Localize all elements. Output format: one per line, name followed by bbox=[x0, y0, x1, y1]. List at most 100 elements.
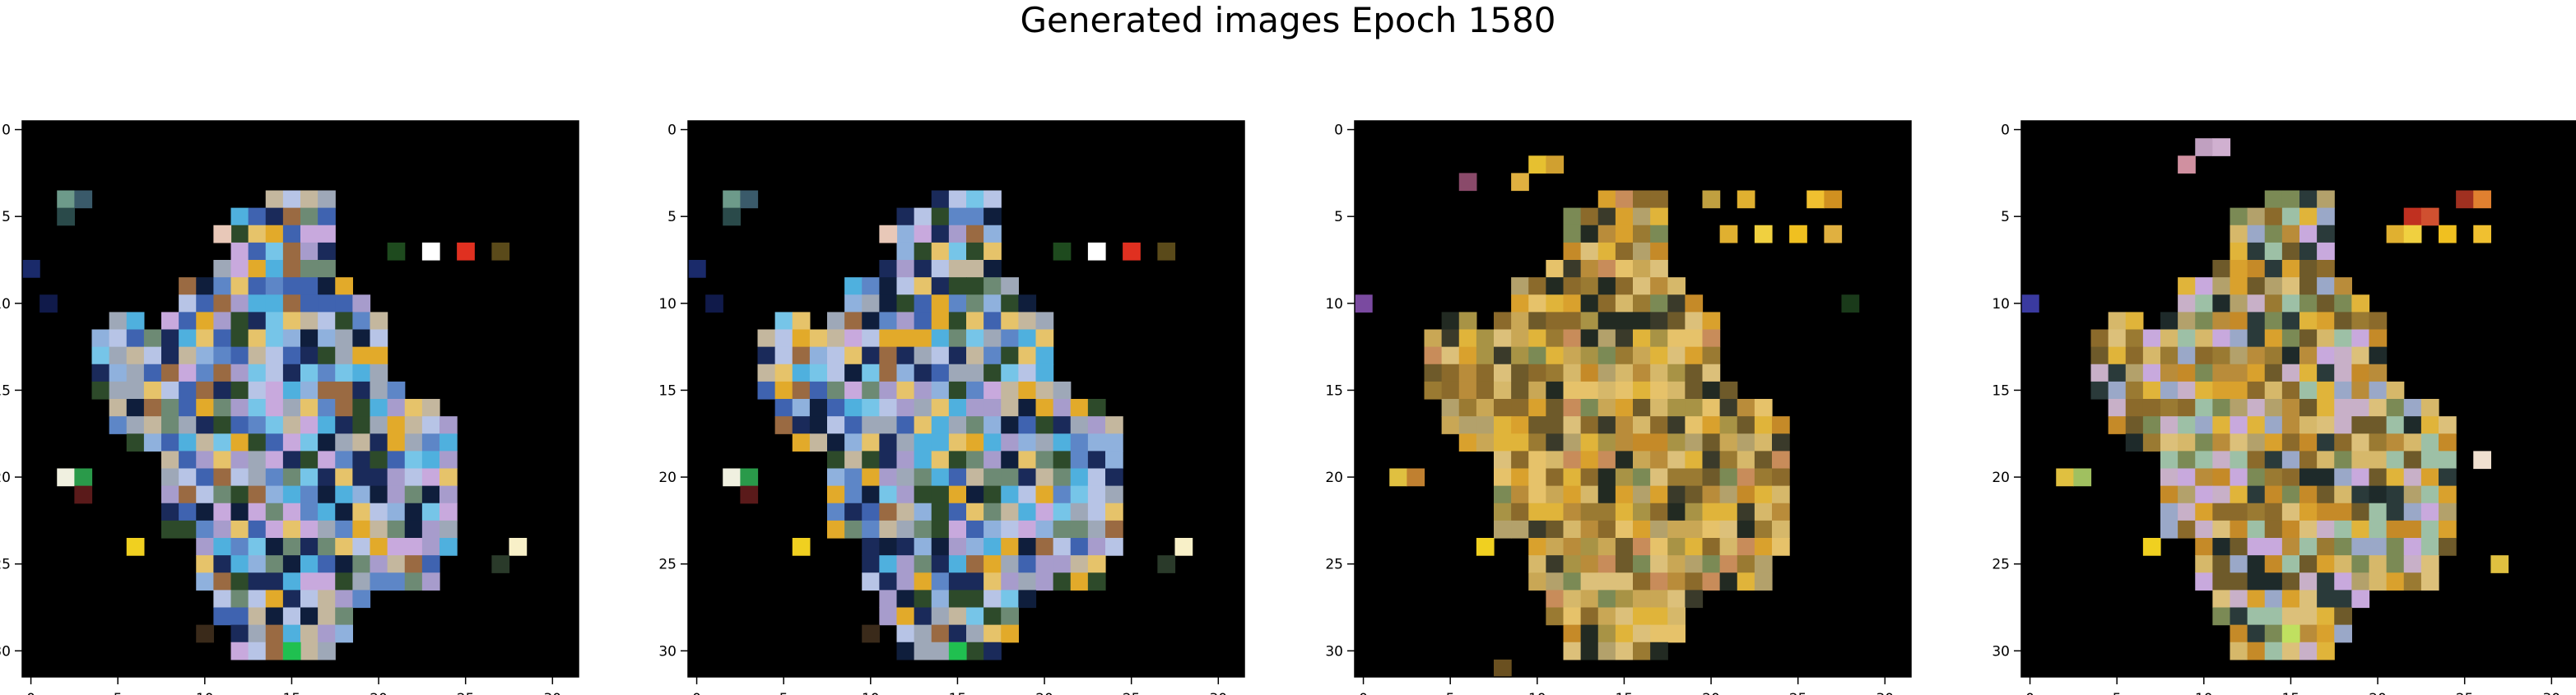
pixel bbox=[2334, 399, 2352, 417]
pixel bbox=[2281, 520, 2300, 539]
pixel bbox=[1650, 364, 1668, 382]
pixel bbox=[1615, 207, 1634, 226]
pixel bbox=[352, 538, 371, 556]
pixel bbox=[1018, 451, 1037, 470]
pixel bbox=[896, 590, 915, 609]
pixel bbox=[335, 520, 353, 539]
pixel bbox=[1018, 555, 1037, 573]
pixel bbox=[421, 468, 440, 487]
pixel bbox=[179, 503, 197, 521]
pixel bbox=[2420, 555, 2439, 573]
pixel bbox=[931, 572, 950, 591]
pixel bbox=[265, 260, 284, 278]
pixel bbox=[1719, 572, 1738, 591]
pixel bbox=[1511, 399, 1529, 417]
pixel bbox=[1615, 364, 1634, 382]
y-tick-label: 10 bbox=[1992, 296, 2010, 313]
pixel bbox=[1053, 485, 1072, 504]
pixel bbox=[179, 399, 197, 417]
pixel bbox=[213, 538, 232, 556]
pixel bbox=[896, 538, 915, 556]
pixel bbox=[1001, 312, 1019, 331]
pixel bbox=[2317, 329, 2335, 348]
pixel bbox=[161, 312, 179, 331]
pixel bbox=[914, 433, 932, 452]
pixel bbox=[792, 364, 811, 382]
pixel bbox=[335, 607, 353, 626]
x-tick-label: 25 bbox=[1123, 691, 1141, 695]
pixel bbox=[1407, 468, 1425, 487]
x-tick-label: 5 bbox=[114, 691, 123, 695]
pixel bbox=[2281, 225, 2300, 243]
pixel bbox=[126, 399, 145, 417]
pixel bbox=[792, 312, 811, 331]
pixel bbox=[740, 468, 759, 487]
pixel bbox=[2264, 364, 2283, 382]
pixel bbox=[439, 468, 458, 487]
pixel bbox=[2281, 260, 2300, 278]
pixel bbox=[1685, 433, 1704, 452]
pixel bbox=[827, 503, 845, 521]
pixel bbox=[2142, 346, 2161, 365]
pixel bbox=[2247, 642, 2266, 660]
pixel bbox=[1633, 399, 1651, 417]
pixel bbox=[931, 312, 950, 331]
pixel bbox=[2351, 503, 2370, 521]
pixel bbox=[862, 416, 880, 434]
pixel bbox=[1528, 277, 1546, 295]
pixel bbox=[1528, 381, 1546, 400]
pixel bbox=[1424, 381, 1443, 400]
pixel bbox=[2264, 555, 2283, 573]
pixel bbox=[1667, 416, 1686, 434]
pixel bbox=[265, 329, 284, 348]
pixel bbox=[1476, 364, 1495, 382]
pixel bbox=[1650, 485, 1668, 504]
pixel bbox=[2264, 624, 2283, 643]
pixel bbox=[1001, 555, 1019, 573]
pixel bbox=[109, 329, 128, 348]
pixel bbox=[1563, 294, 1582, 313]
pixel bbox=[2334, 294, 2352, 313]
pixel bbox=[966, 451, 984, 470]
pixel bbox=[2369, 399, 2388, 417]
pixel bbox=[1685, 329, 1704, 348]
pixel bbox=[1667, 277, 1686, 295]
pixel bbox=[966, 242, 984, 261]
pixel bbox=[1737, 520, 1755, 539]
pixel bbox=[2317, 242, 2335, 261]
pixel bbox=[948, 190, 967, 209]
pixel bbox=[1597, 433, 1616, 452]
pixel bbox=[109, 381, 128, 400]
pixel bbox=[439, 538, 458, 556]
pixel bbox=[2264, 433, 2283, 452]
pixel bbox=[844, 503, 863, 521]
pixel bbox=[966, 624, 984, 643]
pixel bbox=[914, 572, 932, 591]
pixel bbox=[318, 260, 336, 278]
pixel bbox=[1597, 381, 1616, 400]
pixel bbox=[248, 433, 267, 452]
pixel bbox=[2264, 242, 2283, 261]
pixel bbox=[948, 260, 967, 278]
pixel bbox=[774, 312, 793, 331]
pixel bbox=[1105, 451, 1123, 470]
pixel bbox=[2386, 381, 2405, 400]
pixel bbox=[2420, 451, 2439, 470]
pixel bbox=[2351, 399, 2370, 417]
pixel bbox=[1702, 346, 1721, 365]
pixel bbox=[2299, 538, 2318, 556]
pixel bbox=[1719, 503, 1738, 521]
pixel bbox=[161, 346, 179, 365]
y-tick-label: 0 bbox=[2, 123, 11, 139]
pixel bbox=[1633, 485, 1651, 504]
pixel bbox=[2264, 468, 2283, 487]
pixel bbox=[2142, 538, 2161, 556]
y-tick-label: 30 bbox=[1325, 643, 1343, 660]
pixel bbox=[248, 260, 267, 278]
x-tick-label: 10 bbox=[1528, 691, 1546, 695]
pixel bbox=[421, 451, 440, 470]
pixel bbox=[792, 329, 811, 348]
pixel bbox=[2195, 346, 2213, 365]
pixel bbox=[2299, 416, 2318, 434]
pixel bbox=[2178, 451, 2196, 470]
